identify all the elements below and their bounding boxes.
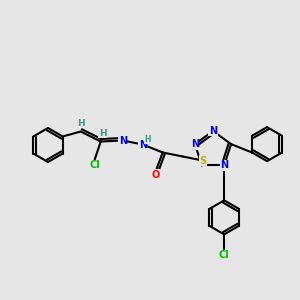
Text: H: H	[145, 135, 151, 144]
Text: N: N	[139, 140, 147, 149]
Text: N: N	[209, 126, 217, 136]
Text: S: S	[199, 155, 206, 166]
Text: N: N	[220, 160, 228, 170]
Text: O: O	[152, 169, 160, 179]
Text: N: N	[119, 136, 127, 146]
Text: H: H	[99, 129, 106, 138]
Text: H: H	[77, 119, 85, 128]
Text: Cl: Cl	[219, 250, 230, 260]
Text: N: N	[191, 139, 199, 149]
Text: Cl: Cl	[89, 160, 100, 170]
